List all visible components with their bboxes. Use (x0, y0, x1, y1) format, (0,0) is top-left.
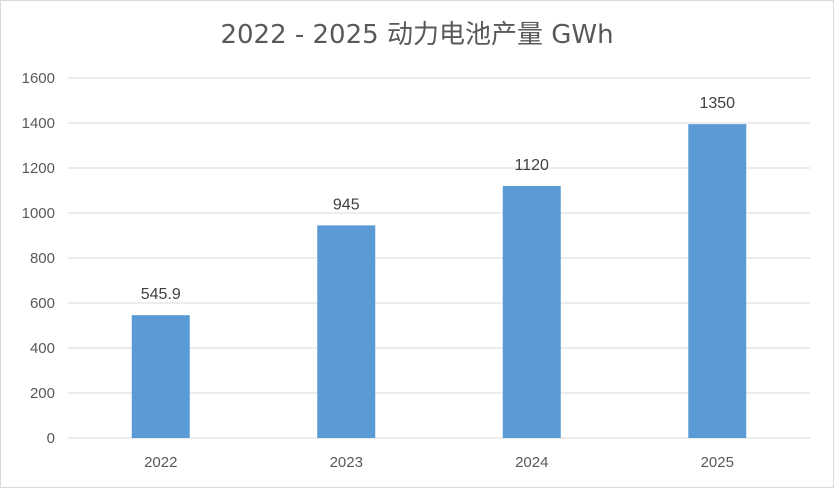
bar-2022 (131, 315, 190, 438)
chart-title: 2022 - 2025 动力电池产量 GWh (220, 20, 614, 50)
y-tick-label: 400 (30, 340, 55, 357)
x-axis-ticks: 2022 2023 2024 2025 (144, 454, 734, 471)
bar-2024 (502, 186, 561, 438)
x-tick-label: 2024 (515, 454, 548, 471)
data-label-2024: 1120 (515, 157, 550, 174)
bar-2025 (688, 124, 747, 438)
gridlines (68, 77, 810, 439)
data-labels: 545.9 945 1120 1350 (141, 95, 735, 303)
y-tick-label: 0 (47, 430, 55, 447)
data-label-2022: 545.9 (141, 286, 181, 303)
y-tick-label: 1400 (22, 115, 55, 132)
y-tick-label: 1600 (22, 70, 55, 87)
bar-2023 (317, 225, 376, 438)
y-axis-ticks: 0 200 400 600 800 1000 1200 1400 1600 (22, 70, 55, 447)
data-label-2025: 1350 (699, 95, 735, 112)
y-tick-label: 200 (30, 385, 55, 402)
y-tick-label: 800 (30, 250, 55, 267)
data-label-2023: 945 (333, 196, 360, 213)
y-tick-label: 600 (30, 295, 55, 312)
x-tick-label: 2025 (701, 454, 734, 471)
x-tick-label: 2022 (144, 454, 177, 471)
y-tick-label: 1200 (22, 160, 55, 177)
bars (131, 124, 747, 438)
x-tick-label: 2023 (330, 454, 363, 471)
y-tick-label: 1000 (22, 205, 55, 222)
